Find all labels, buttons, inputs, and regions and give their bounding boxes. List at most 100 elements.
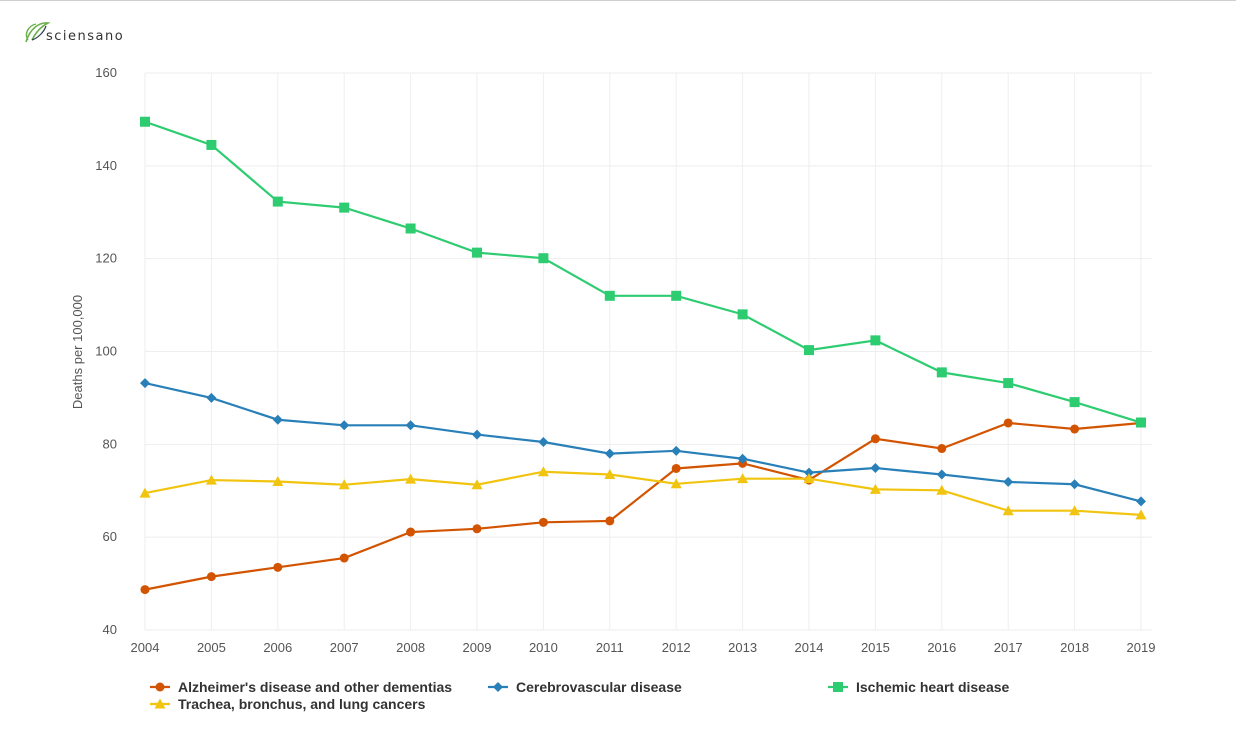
x-tick-label: 2016 <box>927 640 956 655</box>
data-point <box>804 467 814 478</box>
series-diamond <box>140 378 1146 507</box>
x-tick-label: 2018 <box>1060 640 1089 655</box>
legend-item: Ischemic heart disease <box>828 679 1010 695</box>
data-point <box>870 335 881 346</box>
x-axis-ticks: 2004 2005 2006 2007 2008 2009 2010 2011 2012 2013… <box>131 640 1156 655</box>
data-point <box>206 139 217 150</box>
y-tick-label: 60 <box>103 529 117 544</box>
data-point <box>1003 378 1014 389</box>
data-point <box>405 473 417 484</box>
data-point <box>272 414 283 425</box>
legend-item: Cerebrovascular disease <box>488 679 682 695</box>
data-point <box>206 392 217 403</box>
brand-name: sciensano <box>46 29 125 44</box>
data-point <box>1002 505 1014 516</box>
data-point <box>604 448 615 459</box>
data-point <box>538 437 549 448</box>
data-point <box>140 116 150 127</box>
grid-lines <box>144 72 1152 631</box>
data-point <box>604 290 615 301</box>
data-point <box>472 524 482 534</box>
y-axis-ticks: 40 60 80 100 120 140 160 <box>95 65 117 637</box>
data-point <box>1070 424 1080 434</box>
data-point <box>671 290 682 301</box>
y-tick-label: 140 <box>95 158 117 173</box>
data-point <box>737 473 749 484</box>
data-point <box>272 196 283 207</box>
y-tick-label: 120 <box>95 251 117 266</box>
legend-item: Trachea, bronchus, and lung cancers <box>150 696 426 712</box>
legend-item: Alzheimer's disease and other dementias <box>150 679 452 695</box>
series-lines <box>139 116 1147 595</box>
data-point <box>405 420 416 431</box>
x-tick-label: 2014 <box>795 640 824 655</box>
data-point <box>869 483 881 494</box>
data-point <box>937 444 947 454</box>
data-point <box>936 484 948 495</box>
y-tick-label: 80 <box>103 436 117 451</box>
data-point <box>1135 509 1147 520</box>
data-point <box>1069 479 1080 490</box>
data-point <box>339 202 350 213</box>
x-tick-label: 2013 <box>728 640 757 655</box>
series-line <box>144 120 1142 424</box>
data-point <box>471 479 483 490</box>
data-point <box>604 469 616 480</box>
top-border <box>0 0 1236 1</box>
data-point <box>140 378 150 389</box>
data-point <box>1003 418 1013 428</box>
data-point <box>139 487 151 498</box>
data-point <box>406 527 416 537</box>
data-point <box>206 572 216 582</box>
y-tick-label: 100 <box>95 344 117 359</box>
data-point <box>272 475 284 486</box>
data-point <box>405 223 416 234</box>
data-point <box>472 247 482 258</box>
x-tick-label: 2005 <box>197 640 226 655</box>
x-tick-label: 2008 <box>396 640 425 655</box>
data-point <box>737 453 748 464</box>
legend-marker <box>154 698 166 709</box>
data-point <box>804 345 814 356</box>
data-point <box>670 478 682 489</box>
data-point <box>1069 505 1081 516</box>
x-tick-label: 2010 <box>529 640 558 655</box>
x-tick-label: 2017 <box>994 640 1023 655</box>
legend-label: Alzheimer's disease and other dementias <box>178 679 452 695</box>
data-point <box>472 429 482 440</box>
data-point <box>1136 417 1146 428</box>
data-point <box>870 463 881 474</box>
data-point <box>1069 397 1080 408</box>
x-tick-label: 2006 <box>263 640 292 655</box>
x-tick-label: 2004 <box>131 640 160 655</box>
data-point <box>140 585 150 595</box>
data-point <box>1136 496 1146 507</box>
y-tick-label: 160 <box>95 65 117 80</box>
legend: Alzheimer's disease and other dementias C… <box>150 679 1010 712</box>
x-tick-label: 2019 <box>1127 640 1156 655</box>
data-point <box>671 445 682 456</box>
data-point <box>870 434 880 444</box>
legend-marker <box>833 682 843 692</box>
series-line <box>144 421 1142 591</box>
x-tick-label: 2015 <box>861 640 890 655</box>
legend-label: Trachea, bronchus, and lung cancers <box>178 696 426 712</box>
x-tick-label: 2007 <box>330 640 359 655</box>
y-axis-label: Deaths per 100,000 <box>70 295 85 409</box>
data-point <box>1003 476 1014 487</box>
data-point <box>205 474 217 485</box>
series-triangle <box>139 466 1147 520</box>
data-point <box>273 562 283 572</box>
data-point <box>671 463 681 473</box>
data-point <box>339 553 349 563</box>
series-line <box>144 381 1142 503</box>
data-point <box>538 517 548 527</box>
data-point <box>605 516 615 526</box>
y-tick-label: 40 <box>103 622 117 637</box>
series-line <box>144 470 1142 516</box>
x-tick-label: 2012 <box>662 640 691 655</box>
data-point <box>538 253 549 264</box>
data-point <box>936 469 947 480</box>
data-point <box>338 479 350 490</box>
